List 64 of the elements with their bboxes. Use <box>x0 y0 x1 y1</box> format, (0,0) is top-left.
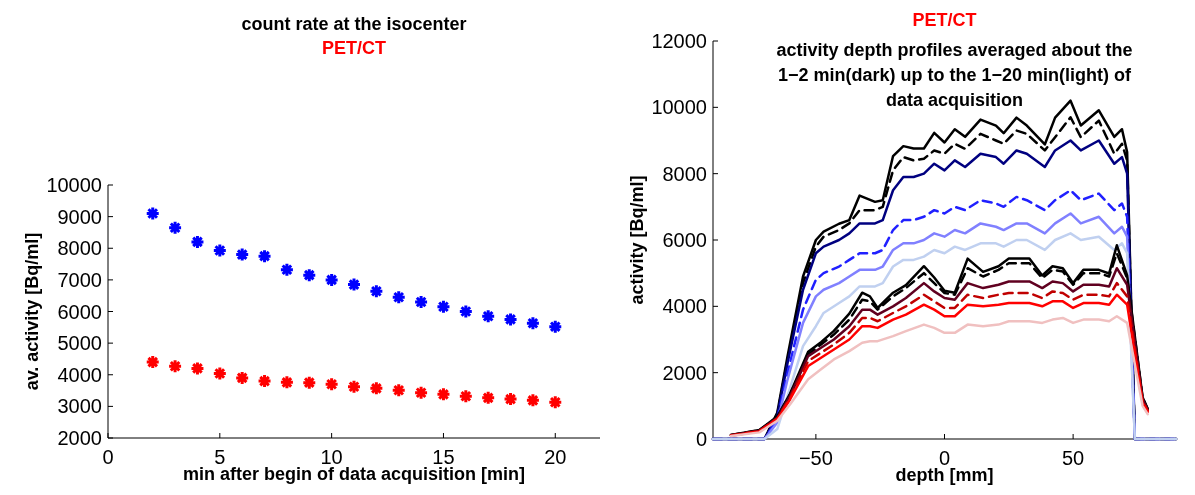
point <box>480 390 496 406</box>
point <box>257 373 273 389</box>
point <box>391 289 407 305</box>
point <box>301 375 317 391</box>
point <box>503 311 519 327</box>
y-tick-label: 5000 <box>57 332 102 355</box>
y-tick-label: 3000 <box>57 395 102 418</box>
y-axis-title: av. activity [Bq/ml] <box>22 232 42 391</box>
point <box>435 386 451 402</box>
point <box>391 382 407 398</box>
point <box>368 283 384 299</box>
y-tick-label: 6000 <box>57 300 102 323</box>
point <box>301 267 317 283</box>
point <box>279 262 295 278</box>
point <box>324 272 340 288</box>
y-tick-label: 10000 <box>651 96 707 119</box>
line-series <box>729 315 1149 438</box>
text: PET/CT <box>912 10 977 30</box>
y-tick-label: 0 <box>695 428 707 450</box>
y-tick-label: 8000 <box>57 237 102 260</box>
point <box>346 379 362 395</box>
point <box>279 374 295 390</box>
y-tick-label: 7000 <box>57 268 102 291</box>
point <box>189 234 205 250</box>
text: activity depth profiles averaged about the 1−2 min(dark) up to the 1−20 min(light) of data acquisition <box>776 40 1133 110</box>
y-tick-label: 4000 <box>662 295 707 318</box>
text: PET/CT <box>321 38 387 58</box>
y-tick-label: 12000 <box>651 30 707 52</box>
point <box>413 294 429 310</box>
point <box>368 380 384 396</box>
point <box>547 394 563 410</box>
y-tick-label: 2000 <box>662 361 707 384</box>
point <box>435 299 451 315</box>
point <box>458 388 474 404</box>
point <box>525 315 541 331</box>
point <box>458 304 474 319</box>
y-tick-label: 8000 <box>662 162 707 185</box>
point <box>167 220 183 236</box>
point <box>234 370 250 386</box>
x-tick-label: 20 <box>544 446 567 468</box>
point <box>167 358 183 374</box>
point <box>212 365 228 381</box>
chart-title: count rate at the isocenter <box>241 14 467 34</box>
y-tick-label: 2000 <box>57 427 102 449</box>
point <box>145 205 161 221</box>
x-tick-label: 50 <box>1061 447 1085 469</box>
y-axis-title: activity [Bq/ml] <box>627 175 647 305</box>
y-tick-label: 6000 <box>662 229 707 251</box>
x-tick-label: −50 <box>798 447 833 469</box>
point <box>525 392 541 408</box>
point <box>234 247 250 263</box>
point <box>480 308 496 324</box>
point <box>324 376 340 392</box>
point <box>189 360 205 376</box>
point <box>413 385 429 401</box>
y-tick-label: 4000 <box>57 363 102 386</box>
point <box>346 277 362 293</box>
point <box>257 248 273 264</box>
point <box>503 391 519 407</box>
point <box>145 354 161 370</box>
point <box>547 319 563 335</box>
point <box>212 242 228 258</box>
y-tick-label: 10000 <box>46 174 102 196</box>
y-tick-label: 9000 <box>57 205 102 228</box>
